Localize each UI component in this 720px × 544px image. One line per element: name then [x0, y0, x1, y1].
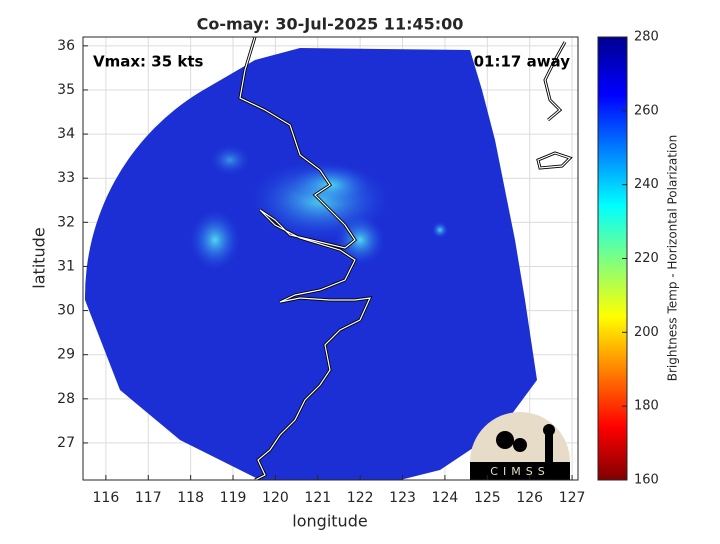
- colorbar-tick-label: 160: [634, 473, 659, 488]
- cimss-logo: CIMSS: [470, 412, 570, 480]
- colorbar-tick-label: 260: [634, 103, 659, 118]
- x-tick-label: 120: [262, 490, 289, 506]
- x-tick-label: 124: [432, 490, 459, 506]
- colorbar-label: Brightness Temp - Horizontal Polarizatio…: [666, 135, 680, 382]
- colorbar-tick-label: 220: [634, 251, 659, 266]
- x-tick-label: 121: [304, 490, 331, 506]
- y-tick-label: 31: [57, 258, 75, 274]
- x-tick-label: 117: [135, 490, 162, 506]
- x-tick-label: 127: [559, 490, 586, 506]
- plot-frame: [82, 36, 579, 481]
- x-tick-label: 122: [347, 490, 374, 506]
- x-axis-label: longitude: [292, 512, 367, 531]
- x-tick-label: 116: [93, 490, 120, 506]
- x-tick-label: 119: [220, 490, 247, 506]
- y-tick-label: 35: [57, 82, 75, 98]
- y-tick-label: 30: [57, 303, 75, 319]
- y-tick-label: 36: [57, 38, 75, 54]
- colorbar-tick-label: 280: [634, 30, 659, 45]
- logo-text: CIMSS: [490, 465, 549, 478]
- y-tick-label: 29: [57, 347, 75, 363]
- colorbar-tick-label: 200: [634, 325, 659, 340]
- y-tick-label: 33: [57, 170, 75, 186]
- x-tick-label: 123: [389, 490, 416, 506]
- annotation: Vmax: 35 kts: [93, 53, 203, 71]
- x-tick-label: 125: [474, 490, 501, 506]
- y-axis-label: latitude: [30, 227, 49, 288]
- x-tick-label: 118: [177, 490, 204, 506]
- y-tick-label: 27: [57, 435, 75, 451]
- y-tick-label: 32: [57, 214, 75, 230]
- x-tick-label: 126: [516, 490, 543, 506]
- colorbar-tick-label: 180: [634, 399, 659, 414]
- coastline: [239, 37, 572, 480]
- y-tick-label: 34: [57, 126, 75, 142]
- annotation: 01:17 away: [474, 53, 571, 71]
- chart-title: Co-may: 30-Jul-2025 11:45:00: [197, 15, 464, 34]
- y-tick-label: 28: [57, 391, 75, 407]
- colorbar-tick-label: 240: [634, 177, 659, 192]
